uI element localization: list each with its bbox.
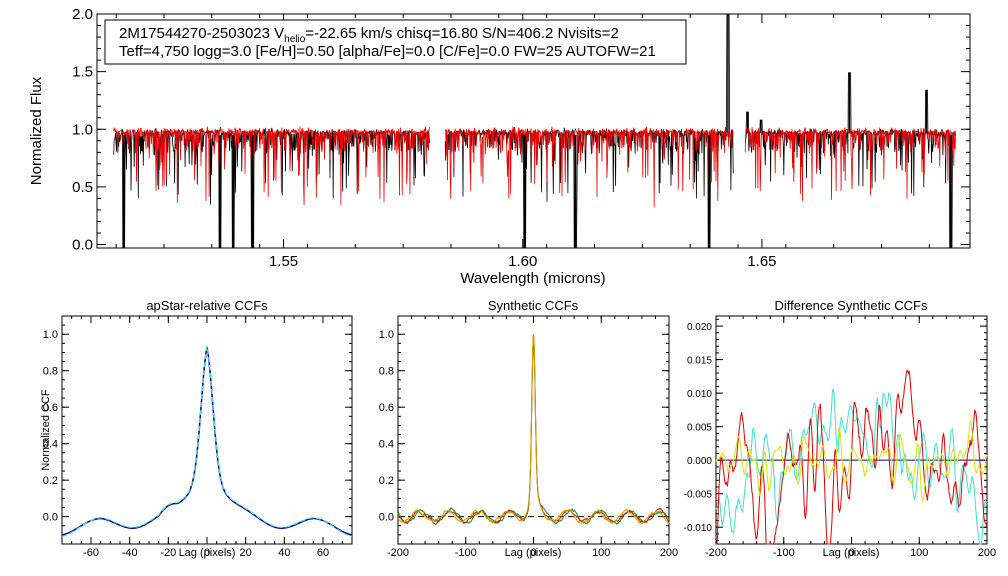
ccf1-ytick-label-5: 1.0: [43, 329, 58, 341]
spec-xtick-label-0: 1.55: [269, 253, 298, 270]
ccf3-xtick-label-1: -100: [773, 547, 795, 559]
ccf3-series-diff-3: [715, 418, 988, 503]
ccf-panel-2: Synthetic CCFs Lag (pixels) -200 -100 0 100…: [379, 298, 678, 559]
ccf1-ticks: -60 -40 -20 0 20 40 60 0.0 0.2 0.4 0.6 0.8 1.0: [43, 315, 352, 559]
ccf2-xtick-label-3: 100: [592, 547, 610, 559]
ccf2-xtick-label-4: 200: [660, 547, 678, 559]
ccf-panel-1: apStar-relative CCFs Lag (pixels) Normal…: [40, 298, 353, 559]
annotation-line-1: 2M17544270-2503023 Vhelio=-22.65 km/s ch…: [119, 25, 619, 45]
ccf2-ytick-label-2: 0.4: [379, 439, 394, 451]
ccf2-series-synth-1: [397, 334, 670, 526]
spectrum-synthetic-seg-2: [744, 126, 956, 202]
spec-ytick-label-2: 1.0: [72, 121, 93, 138]
ccf1-ytick-label-1: 0.2: [43, 475, 58, 487]
ccf1-lines: [61, 346, 353, 537]
spec-xtick-label-2: 1.65: [747, 253, 776, 270]
ccf2-ticks: -200 -100 0 100 200 0.0 0.2 0.4 0.6 0.8 1.0: [379, 315, 678, 559]
ccf2-xtick-label-0: -200: [387, 547, 409, 559]
ccf1-series-visit-2: [61, 346, 353, 537]
ccf1-xtick-label-0: -60: [83, 547, 99, 559]
ccf2-xlabel: Lag (pixels): [505, 547, 562, 559]
ccf1-xlabel: Lag (pixels): [179, 547, 236, 559]
annotation-line-2: Teff=4,750 logg=3.0 [Fe/H]=0.50 [alpha/F…: [119, 43, 656, 60]
ccf2-frame: [397, 315, 670, 545]
spec-xlabel: Wavelength (microns): [460, 270, 605, 287]
ccf3-ytick-label-5: 0.015: [687, 356, 712, 367]
ccf2-ytick-label-1: 0.2: [379, 475, 394, 487]
spec-ylabel: Normalized Flux: [28, 76, 45, 185]
ccf3-ytick-label-2: 0.000: [687, 456, 712, 467]
spec-ytick-label-3: 1.5: [72, 64, 93, 81]
ccf2-ytick-label-5: 1.0: [379, 329, 394, 341]
ccf3-xtick-label-3: 100: [910, 547, 928, 559]
ccf2-ytick-label-0: 0.0: [379, 512, 394, 524]
ccf3-title: Difference Synthetic CCFs: [775, 298, 928, 313]
ccf3-ytick-label-4: 0.010: [687, 389, 712, 400]
ccf3-ytick-label-6: 0.020: [687, 322, 712, 333]
spectrum-lines: [113, 13, 956, 249]
ccf1-ytick-label-2: 0.4: [43, 439, 58, 451]
ccf3-ytick-label-0: -0.010: [684, 523, 713, 534]
spectrum-frame: [96, 13, 971, 249]
spectrum-panel: 1.55 1.60 1.65 0.0 0.5 1.0 1.5 2.0 Wavel…: [28, 6, 971, 287]
ccf3-xtick-label-2: 0: [848, 547, 854, 559]
ccf1-series-visit-1: [61, 346, 353, 536]
annotation-box: [104, 19, 687, 65]
ccf2-xtick-label-2: 0: [530, 547, 536, 559]
spec-ytick-label-0: 0.0: [72, 237, 93, 254]
ccf1-xtick-label-1: -40: [122, 547, 138, 559]
spec-xtick-label-1: 1.60: [508, 253, 537, 270]
ccf1-ylabel: Normalized CCF: [40, 389, 52, 471]
ccf3-ytick-label-1: -0.005: [684, 490, 713, 501]
ccf1-ytick-label-4: 0.8: [43, 366, 58, 378]
spectrum-synthetic-seg-1: [444, 126, 734, 208]
ccf1-xtick-label-6: 60: [317, 547, 329, 559]
ccf3-series-diff-2: [716, 368, 988, 545]
ccf2-series-synth-2: [397, 334, 670, 526]
spectrum-synthetic-seg-0: [113, 126, 430, 206]
ccf1-xtick-label-3: 0: [204, 547, 210, 559]
ccf2-series-synth-3: [397, 334, 670, 525]
spec-ytick-label-4: 2.0: [72, 6, 93, 23]
ccf2-xtick-label-1: -100: [455, 547, 477, 559]
ccf-panel-3: Difference Synthetic CCFs Lag (pixels) -…: [684, 298, 997, 559]
ccf1-xtick-label-5: 40: [278, 547, 290, 559]
ccf2-lines: [397, 334, 670, 526]
spec-ytick-label-1: 0.5: [72, 179, 93, 196]
ccf3-xtick-label-0: -200: [705, 547, 727, 559]
ccf3-xlabel: Lag (pixels): [823, 547, 880, 559]
ccf2-ytick-label-4: 0.8: [379, 366, 394, 378]
ccf1-ytick-label-3: 0.6: [43, 402, 58, 414]
ccf3-frame: [715, 315, 988, 545]
ccf1-xtick-label-2: -20: [160, 547, 176, 559]
ccf1-xtick-label-4: 20: [240, 547, 252, 559]
ccf1-ytick-label-0: 0.0: [43, 512, 58, 524]
ccf3-ytick-label-3: 0.005: [687, 423, 712, 434]
ccf2-title: Synthetic CCFs: [488, 298, 579, 313]
ccf1-title: apStar-relative CCFs: [146, 298, 268, 313]
ccf2-ytick-label-3: 0.6: [379, 402, 394, 414]
ccf3-xtick-label-4: 200: [978, 547, 996, 559]
ccf3-lines: [715, 368, 988, 545]
